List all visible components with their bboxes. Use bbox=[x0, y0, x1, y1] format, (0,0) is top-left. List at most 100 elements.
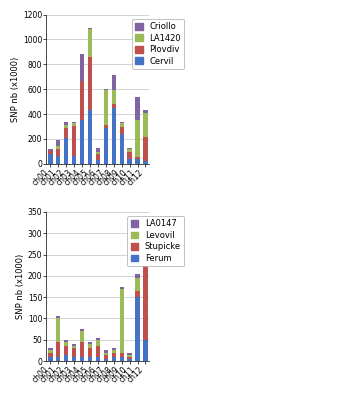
Bar bbox=[112, 90, 116, 104]
Bar bbox=[48, 352, 53, 357]
Bar bbox=[127, 159, 132, 164]
Bar bbox=[135, 160, 140, 164]
Bar bbox=[88, 344, 92, 348]
Legend: Criollo, LA1420, Plovdiv, Cervil: Criollo, LA1420, Plovdiv, Cervil bbox=[132, 19, 184, 69]
Bar bbox=[104, 125, 108, 128]
Bar bbox=[104, 352, 108, 355]
Bar bbox=[72, 123, 76, 126]
Bar bbox=[56, 139, 60, 147]
Bar bbox=[72, 346, 76, 348]
Bar bbox=[112, 350, 116, 352]
Bar bbox=[143, 137, 148, 161]
Bar bbox=[120, 287, 124, 289]
Bar bbox=[56, 318, 60, 342]
Bar bbox=[64, 342, 68, 346]
Bar bbox=[56, 147, 60, 149]
Bar bbox=[112, 348, 116, 350]
Bar bbox=[120, 124, 124, 127]
Bar bbox=[120, 352, 124, 357]
Bar bbox=[48, 348, 53, 350]
Bar bbox=[120, 122, 124, 124]
Y-axis label: SNP nb (x1000): SNP nb (x1000) bbox=[11, 57, 20, 122]
Bar bbox=[127, 152, 132, 159]
Bar bbox=[64, 346, 68, 355]
Bar bbox=[143, 231, 148, 252]
Bar bbox=[48, 350, 53, 352]
Bar bbox=[80, 357, 84, 361]
Bar bbox=[112, 352, 116, 357]
Bar bbox=[104, 90, 108, 125]
Bar bbox=[135, 274, 140, 278]
Bar bbox=[72, 126, 76, 156]
Bar bbox=[88, 110, 92, 164]
Bar bbox=[143, 110, 148, 113]
Bar bbox=[48, 150, 53, 151]
Bar bbox=[80, 342, 84, 357]
Bar bbox=[120, 289, 124, 352]
Bar bbox=[88, 357, 92, 361]
Bar bbox=[88, 57, 92, 110]
Bar bbox=[96, 160, 100, 164]
Bar bbox=[80, 329, 84, 331]
Bar bbox=[96, 357, 100, 361]
Bar bbox=[80, 81, 84, 120]
Bar bbox=[56, 357, 60, 361]
Bar bbox=[127, 357, 132, 359]
Bar bbox=[72, 344, 76, 346]
Y-axis label: SNP nb (x1000): SNP nb (x1000) bbox=[16, 254, 25, 319]
Bar bbox=[56, 149, 60, 156]
Bar bbox=[48, 154, 53, 164]
Bar bbox=[56, 316, 60, 318]
Bar bbox=[112, 357, 116, 361]
Bar bbox=[120, 127, 124, 134]
Bar bbox=[88, 29, 92, 57]
Bar bbox=[135, 157, 140, 160]
Bar bbox=[96, 154, 100, 160]
Bar bbox=[112, 75, 116, 90]
Bar bbox=[104, 350, 108, 352]
Bar bbox=[80, 54, 84, 80]
Bar bbox=[120, 357, 124, 361]
Bar bbox=[80, 331, 84, 342]
Bar bbox=[72, 122, 76, 123]
Bar bbox=[127, 359, 132, 361]
Bar bbox=[72, 156, 76, 164]
Bar bbox=[104, 359, 108, 361]
Bar bbox=[56, 342, 60, 357]
Bar bbox=[135, 291, 140, 297]
Bar bbox=[88, 342, 92, 344]
Bar bbox=[64, 122, 68, 125]
Bar bbox=[143, 340, 148, 361]
Bar bbox=[135, 120, 140, 157]
Bar bbox=[127, 352, 132, 355]
Bar bbox=[135, 97, 140, 120]
Bar bbox=[96, 340, 100, 346]
Legend: LA0147, Levovil, Stupicke, Ferum: LA0147, Levovil, Stupicke, Ferum bbox=[127, 216, 184, 266]
Bar bbox=[56, 156, 60, 164]
Bar bbox=[104, 128, 108, 164]
Bar bbox=[143, 113, 148, 137]
Bar bbox=[64, 340, 68, 342]
Bar bbox=[135, 297, 140, 361]
Bar bbox=[143, 259, 148, 340]
Bar bbox=[80, 120, 84, 164]
Bar bbox=[64, 128, 68, 138]
Bar bbox=[143, 252, 148, 259]
Bar bbox=[96, 148, 100, 152]
Bar bbox=[127, 150, 132, 152]
Bar bbox=[104, 89, 108, 90]
Bar bbox=[64, 355, 68, 361]
Bar bbox=[112, 104, 116, 109]
Bar bbox=[88, 348, 92, 357]
Bar bbox=[88, 28, 92, 29]
Bar bbox=[72, 357, 76, 361]
Bar bbox=[135, 278, 140, 291]
Bar bbox=[48, 357, 53, 361]
Bar bbox=[96, 152, 100, 154]
Bar bbox=[127, 148, 132, 150]
Bar bbox=[72, 348, 76, 357]
Bar bbox=[64, 125, 68, 128]
Bar bbox=[143, 161, 148, 164]
Bar bbox=[64, 138, 68, 164]
Bar bbox=[96, 338, 100, 340]
